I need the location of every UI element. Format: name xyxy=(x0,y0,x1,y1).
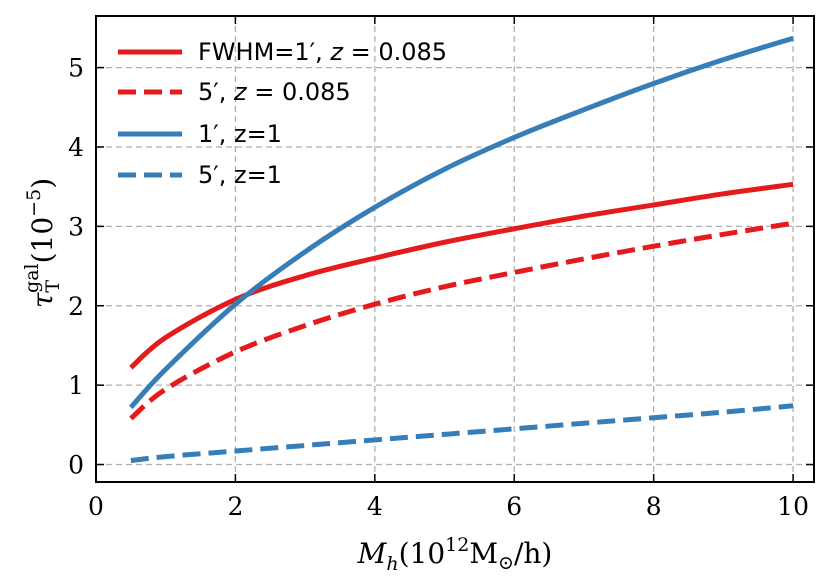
legend-label-1: FWHM=1′, z = 0.085 xyxy=(198,38,447,66)
y-tick-label: 2 xyxy=(68,292,84,321)
plot-frame xyxy=(95,15,815,483)
legend-label-4: 5′, z=1 xyxy=(198,161,282,189)
legend-label-3: 1′, z=1 xyxy=(198,120,282,148)
series-line-2 xyxy=(129,220,794,421)
y-axis-label: τTgal(10−5) xyxy=(21,178,64,308)
y-tick-label: 3 xyxy=(68,212,84,241)
axis-ticks: 0 2 4 6 8 10 0 1 2 3 4 5 xyxy=(68,16,814,521)
y-tick-label: 0 xyxy=(68,451,84,480)
series-line-1 xyxy=(129,181,794,370)
x-tick-label: 6 xyxy=(506,492,522,521)
series-lines xyxy=(128,35,794,464)
y-tick-label: 1 xyxy=(68,371,84,400)
y-tick-label: 4 xyxy=(68,133,84,162)
series-line-3 xyxy=(128,35,794,410)
legend-label-2: 5′, z = 0.085 xyxy=(198,78,351,106)
y-tick-label: 5 xyxy=(68,54,84,83)
legend: FWHM=1′, z = 0.085 5′, z = 0.085 1′, z=1… xyxy=(118,38,447,189)
x-tick-label: 8 xyxy=(646,492,662,521)
x-tick-label: 2 xyxy=(227,492,243,521)
series-line-4 xyxy=(130,403,794,464)
x-tick-label: 4 xyxy=(367,492,383,521)
x-tick-label: 10 xyxy=(777,492,809,521)
x-tick-label: 0 xyxy=(88,492,104,521)
x-axis-label: Mh(1012M⊙/h) xyxy=(357,534,553,575)
